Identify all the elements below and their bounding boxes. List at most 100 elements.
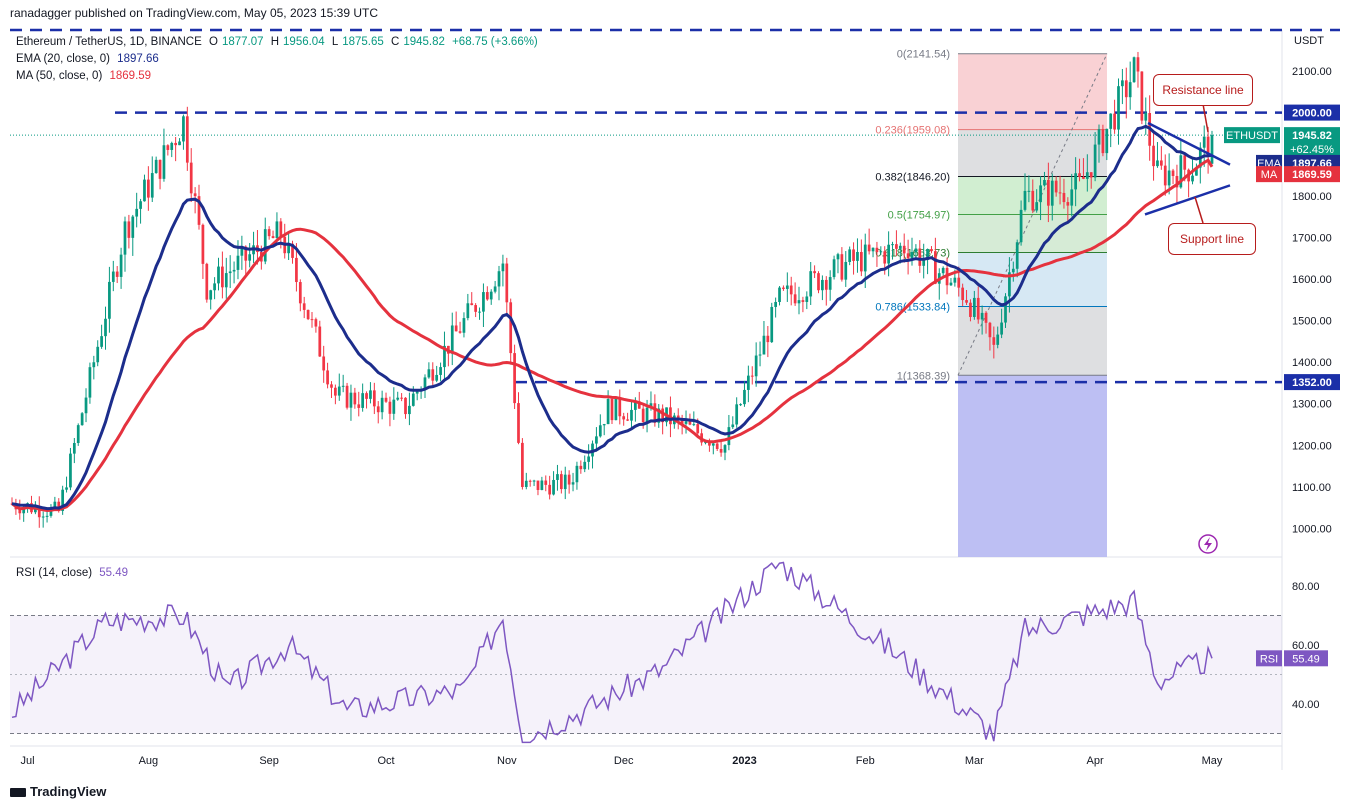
candle-body — [544, 480, 548, 485]
candle-body — [602, 424, 606, 426]
candle-body — [532, 480, 536, 482]
candle-body — [166, 145, 170, 150]
candle-body — [37, 506, 41, 518]
candle-body — [1058, 192, 1062, 194]
candle-body — [322, 356, 326, 371]
candle-body — [217, 266, 220, 284]
candle-body — [953, 277, 957, 283]
candle-body — [493, 286, 497, 292]
support-callout: Support line — [1168, 223, 1256, 255]
candle-body — [1167, 170, 1171, 186]
candle-body — [1000, 322, 1003, 335]
candle-body — [341, 385, 345, 387]
tradingview-logo[interactable]: TradingView — [10, 784, 106, 799]
candle-body — [828, 277, 832, 290]
candle-body — [1043, 179, 1046, 186]
candle-body — [388, 401, 392, 414]
candle-body — [337, 386, 341, 396]
candle-body — [450, 325, 454, 354]
candle-body — [244, 246, 248, 261]
tradingview-logo-icon — [10, 788, 26, 798]
candle-body — [439, 367, 442, 375]
candle-body — [863, 244, 867, 272]
candle-body — [100, 336, 103, 347]
candle-body — [92, 362, 96, 368]
candle-body — [1140, 71, 1144, 121]
candle-body — [832, 259, 836, 278]
symbol-title: Ethereum / TetherUS, 1D, BINANCE — [16, 36, 202, 48]
candle-body — [988, 322, 992, 338]
candle-body — [840, 254, 844, 280]
candle-body — [201, 224, 205, 264]
ma-legend-label: MA (50, close, 0) — [16, 70, 103, 82]
resistance-pointer — [1202, 103, 1209, 133]
candle-body — [571, 482, 575, 485]
candle-body — [598, 425, 602, 437]
candle-body — [80, 413, 84, 426]
candle-body — [1004, 296, 1007, 323]
candle-body — [131, 216, 135, 238]
time-tick-label: Aug — [139, 755, 159, 767]
candle-body — [587, 456, 590, 462]
candle-body — [922, 259, 926, 266]
candle-body — [891, 244, 894, 246]
candle-body — [610, 398, 614, 421]
candle-body — [330, 384, 333, 388]
candle-body — [298, 282, 302, 304]
candle-body — [536, 480, 540, 490]
candle-body — [618, 397, 622, 417]
candle-body — [376, 406, 380, 413]
candle-body — [69, 453, 72, 488]
candle-body — [1062, 192, 1066, 203]
candle-body — [1183, 155, 1187, 170]
rsi-tick-label: 80.00 — [1292, 581, 1320, 593]
candle-body — [727, 427, 731, 446]
candle-body — [996, 334, 1000, 345]
candle-body — [680, 418, 684, 424]
candle-body — [875, 247, 879, 253]
candle-body — [380, 397, 384, 413]
candle-body — [236, 255, 240, 270]
candle-body — [692, 424, 696, 426]
candle-body — [1144, 113, 1148, 121]
support-trendline — [1144, 184, 1231, 216]
time-tick-label: Dec — [614, 755, 634, 767]
candle-body — [1195, 167, 1198, 176]
time-tick-label: Oct — [377, 755, 394, 767]
candle-body — [711, 443, 715, 446]
candle-body — [302, 303, 306, 310]
candle-body — [1121, 80, 1124, 87]
candle-body — [150, 173, 154, 198]
time-tick-label: Nov — [497, 755, 517, 767]
candle-body — [162, 145, 166, 179]
candle-body — [197, 196, 201, 225]
candle-body — [719, 448, 723, 453]
candle-body — [357, 404, 361, 408]
candle-body — [291, 243, 294, 258]
candle-body — [318, 326, 322, 357]
candle-body — [754, 355, 758, 377]
publisher-line: ranadagger published on TradingView.com,… — [10, 6, 379, 20]
candle-body — [411, 393, 415, 406]
candle-body — [941, 267, 945, 274]
candle-body — [65, 487, 68, 490]
lightning-icon[interactable] — [1198, 534, 1218, 554]
candle-body — [53, 501, 57, 508]
axes: 2100.001900.001800.001700.001600.001500.… — [21, 66, 1340, 767]
fib-level-label: 0.786(1533.84) — [875, 301, 950, 313]
fibonacci-retracement: 0(2141.54) 0.236(1959.08) 0.382(1846.20) 0.… — [875, 49, 1108, 557]
ma-legend-value: 1869.59 — [109, 70, 152, 82]
candle-body — [606, 398, 610, 425]
horizontal-levels — [10, 111, 1282, 384]
candle-body — [517, 403, 520, 443]
support-pointer — [1194, 196, 1204, 224]
candle-body — [844, 261, 848, 280]
candle-body — [895, 244, 898, 249]
candle-body — [521, 442, 524, 487]
candle-body — [750, 375, 754, 377]
candle-body — [984, 312, 988, 323]
ma-tag-name: MA — [1261, 169, 1278, 181]
candle-body — [41, 516, 45, 518]
candle-body — [902, 245, 906, 254]
